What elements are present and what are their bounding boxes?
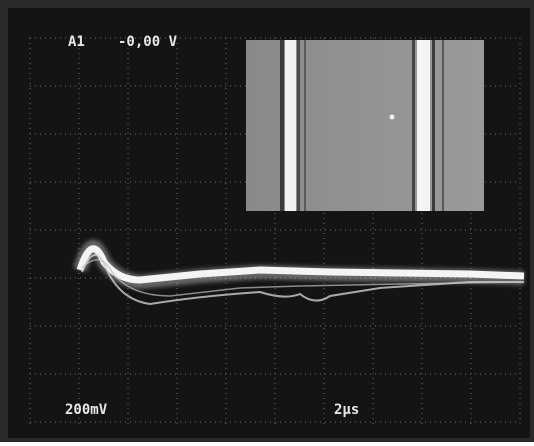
channel-label: A1 xyxy=(68,34,85,50)
time-per-div: 2µs xyxy=(334,402,359,418)
volts-per-div: 200mV xyxy=(65,402,108,418)
offset-label: -0,00 V xyxy=(118,34,178,50)
inset-image xyxy=(246,40,484,211)
page: A1 -0,00 V 200mV 2µs (() => { const data… xyxy=(0,0,534,442)
oscilloscope-screen: A1 -0,00 V 200mV 2µs xyxy=(0,0,534,442)
